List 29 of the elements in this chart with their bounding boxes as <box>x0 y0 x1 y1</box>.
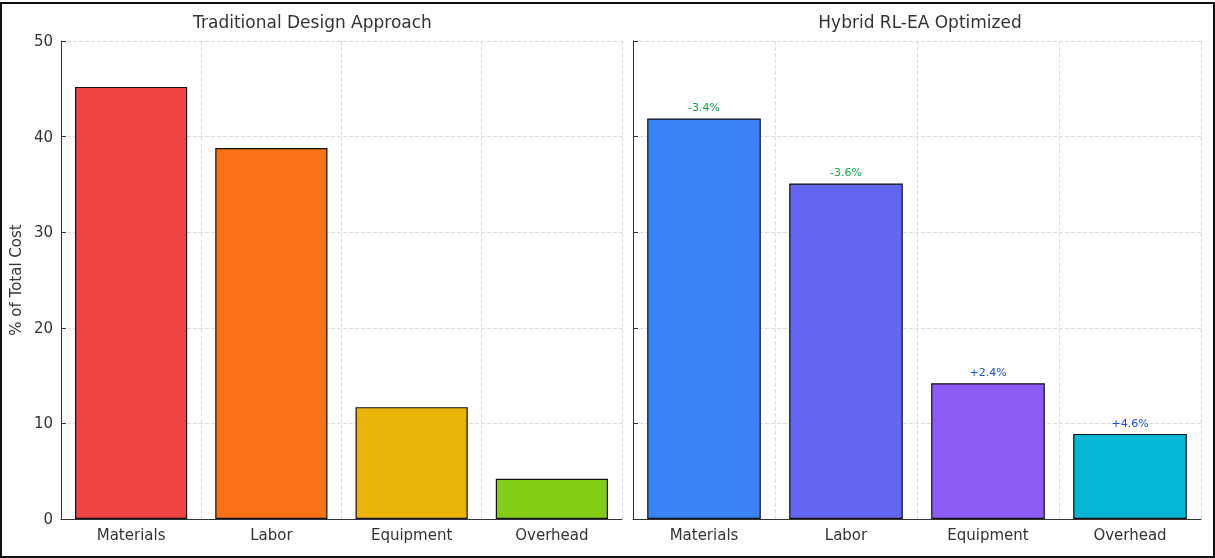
x-tick-label: Overhead <box>1093 525 1167 544</box>
y-tick-label: 40 <box>33 127 53 146</box>
x-tick-label: Equipment <box>947 525 1029 544</box>
x-tick-label: Labor <box>824 525 869 544</box>
bar <box>495 478 608 519</box>
y-tick-label: 20 <box>33 318 53 337</box>
annotation: +2.4% <box>969 366 1007 380</box>
bar <box>75 86 188 519</box>
chart-title: Traditional Design Approach <box>192 11 432 32</box>
annotation: -3.6% <box>830 166 862 180</box>
bar <box>355 407 468 519</box>
bar <box>931 383 1045 519</box>
annotation: +4.6% <box>1111 416 1149 430</box>
bar <box>215 148 328 519</box>
x-tick-label: Materials <box>669 525 739 544</box>
y-tick-label: 0 <box>43 510 53 528</box>
y-tick-label: 30 <box>33 223 53 242</box>
bar <box>1073 433 1187 519</box>
x-tick-label: Materials <box>96 525 166 544</box>
bar <box>789 183 903 519</box>
y-tick-label: 10 <box>33 414 53 433</box>
annotation: -3.4% <box>688 101 720 115</box>
x-tick-label: Overhead <box>515 525 589 544</box>
y-axis-title: % of Total Cost <box>6 224 25 336</box>
y-tick-label: 50 <box>33 32 53 50</box>
x-tick-label: Labor <box>250 525 294 544</box>
chart-title: Hybrid RL-EA Optimized <box>818 11 1022 32</box>
x-tick-label: Equipment <box>370 525 453 544</box>
bar <box>647 118 761 519</box>
